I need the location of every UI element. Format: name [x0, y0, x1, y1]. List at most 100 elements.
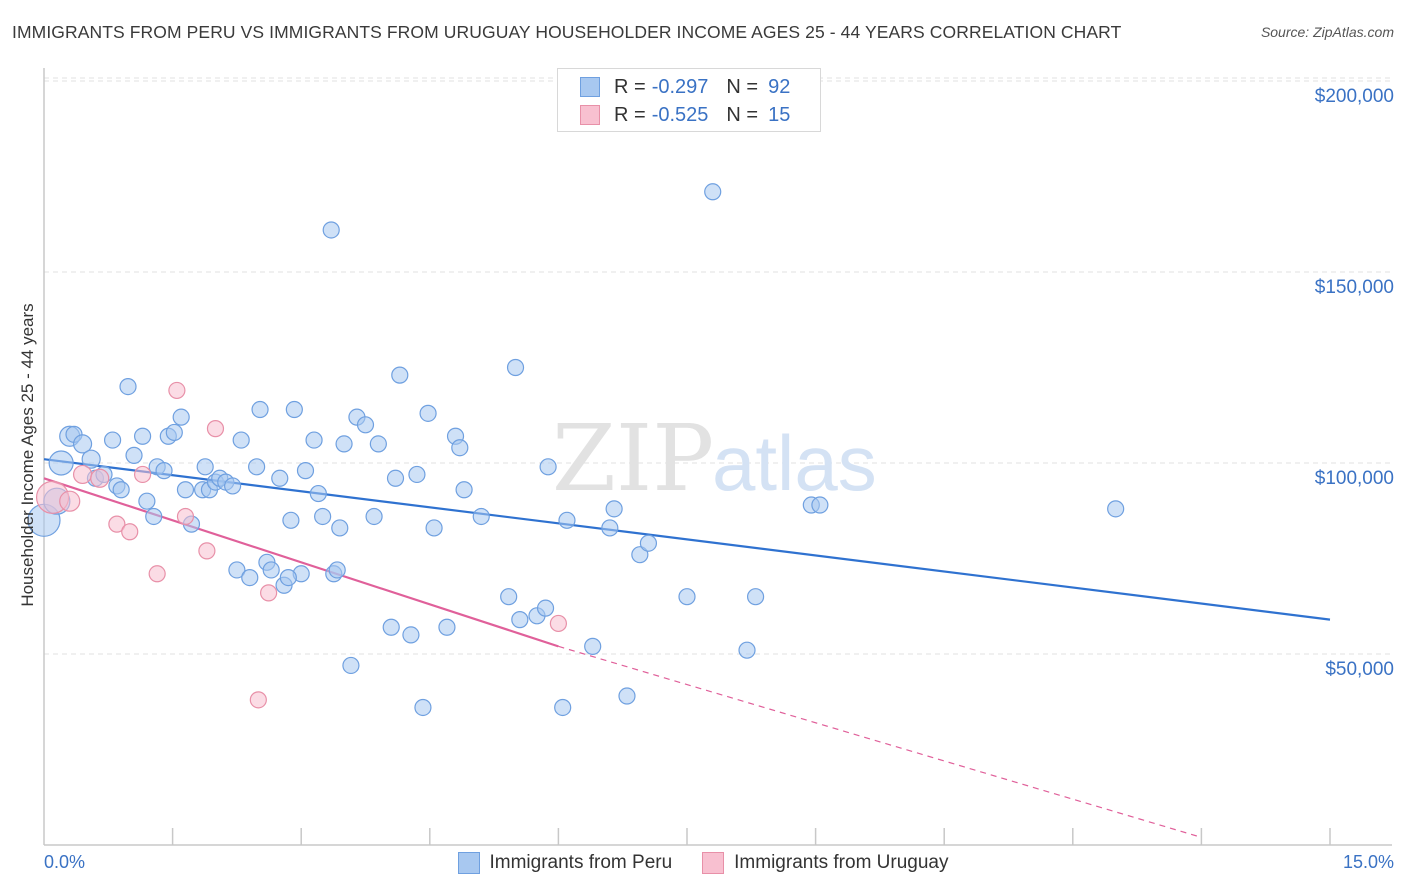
legend-n-value: 92: [768, 75, 791, 98]
legend-row-uruguay: R = -0.525 N = 15: [580, 101, 790, 129]
x-tick-label-min: 0.0%: [44, 852, 86, 872]
point-peru: [558, 511, 576, 529]
point-peru: [402, 626, 420, 644]
point-uruguay: [198, 542, 216, 560]
point-peru: [103, 431, 122, 449]
legend-label-uruguay: Immigrants from Uruguay: [734, 852, 949, 873]
point-peru: [618, 687, 636, 705]
x-tick-label-max: 15.0%: [1342, 852, 1394, 872]
legend-item-peru[interactable]: Immigrants from Peru: [457, 852, 673, 874]
point-peru: [455, 481, 473, 499]
x-ticks: [171, 828, 1331, 845]
point-peru: [138, 492, 156, 510]
point-peru: [506, 358, 525, 377]
legend-swatch-uruguay: [580, 105, 600, 125]
point-uruguay: [176, 507, 195, 526]
legend-item-uruguay[interactable]: Immigrants from Uruguay: [702, 852, 949, 874]
point-peru: [605, 500, 623, 518]
data-points: [27, 183, 1125, 717]
point-peru: [112, 481, 130, 499]
point-peru: [279, 568, 297, 587]
point-peru: [746, 588, 765, 606]
trend-line-extension-uruguay: [558, 645, 1202, 838]
point-peru: [241, 568, 259, 587]
point-peru: [472, 507, 490, 526]
point-peru: [228, 561, 246, 579]
legend-r-value: -0.525: [651, 103, 709, 126]
legend-label-peru: Immigrants from Peru: [489, 852, 673, 873]
point-peru: [296, 462, 315, 480]
point-peru: [811, 496, 829, 514]
point-peru: [500, 588, 518, 606]
point-peru: [196, 458, 214, 476]
chart-title: IMMIGRANTS FROM PERU VS IMMIGRANTS FROM …: [12, 22, 1122, 42]
point-peru: [72, 434, 93, 454]
point-peru: [414, 698, 432, 717]
point-uruguay: [549, 614, 568, 633]
point-peru: [145, 507, 163, 526]
legend-n-label: N =: [726, 103, 759, 126]
point-peru: [285, 400, 303, 419]
point-peru: [309, 484, 327, 503]
y-tick-label-200k: $200,000: [1314, 86, 1394, 107]
point-peru: [639, 534, 658, 552]
point-uruguay: [249, 691, 267, 709]
point-peru: [601, 519, 619, 537]
point-peru: [1107, 500, 1125, 518]
point-peru: [386, 469, 405, 487]
point-peru: [224, 477, 242, 495]
legend-swatch-peru: [580, 77, 600, 97]
point-peru: [48, 450, 74, 476]
point-peru: [119, 378, 137, 396]
watermark-zip: ZIP: [552, 405, 714, 512]
point-uruguay: [59, 490, 81, 512]
point-uruguay: [260, 584, 278, 602]
trend-line-peru: [43, 458, 1331, 621]
point-uruguay: [108, 515, 126, 533]
y-tick-label-150k: $150,000: [1314, 277, 1394, 298]
point-peru: [125, 446, 143, 464]
y-tick-label-50k: $50,000: [1325, 659, 1394, 680]
legend-r-label: R =: [614, 75, 646, 98]
point-uruguay: [206, 420, 225, 438]
point-peru: [271, 469, 289, 487]
point-peru: [391, 366, 409, 384]
legend-n-value: 15: [768, 103, 791, 126]
point-peru: [251, 400, 269, 419]
point-peru: [369, 435, 387, 453]
legend-swatch-peru: [457, 852, 480, 874]
point-peru: [704, 183, 722, 201]
point-uruguay: [72, 464, 93, 485]
point-peru: [133, 427, 152, 445]
point-peru: [328, 561, 346, 579]
point-peru: [425, 519, 443, 537]
point-peru: [335, 435, 353, 453]
point-peru: [536, 599, 555, 617]
trend-lines: [43, 458, 1331, 838]
y-axis-label: Householder Income Ages 25 - 44 years: [18, 303, 37, 607]
point-peru: [81, 449, 101, 469]
legend-row-peru: R = -0.297 N = 92: [580, 73, 790, 101]
watermark-atlas: atlas: [712, 419, 877, 507]
point-peru: [262, 561, 280, 579]
point-peru: [314, 507, 332, 526]
point-peru: [356, 416, 375, 434]
point-peru: [165, 423, 183, 442]
point-uruguay: [168, 381, 186, 400]
point-peru: [554, 698, 572, 717]
legend-n-label: N =: [726, 75, 759, 98]
point-peru: [155, 462, 173, 480]
point-peru: [305, 431, 323, 449]
point-peru: [631, 546, 649, 564]
legend-swatch-uruguay: [702, 852, 725, 874]
point-peru: [408, 465, 426, 484]
point-peru: [365, 507, 383, 526]
point-peru: [232, 431, 250, 449]
watermark: ZIP atlas: [552, 405, 877, 512]
point-peru: [419, 404, 437, 422]
point-peru: [678, 588, 696, 606]
point-uruguay: [148, 565, 166, 583]
y-tick-label-100k: $100,000: [1314, 468, 1394, 489]
point-peru: [342, 656, 360, 675]
